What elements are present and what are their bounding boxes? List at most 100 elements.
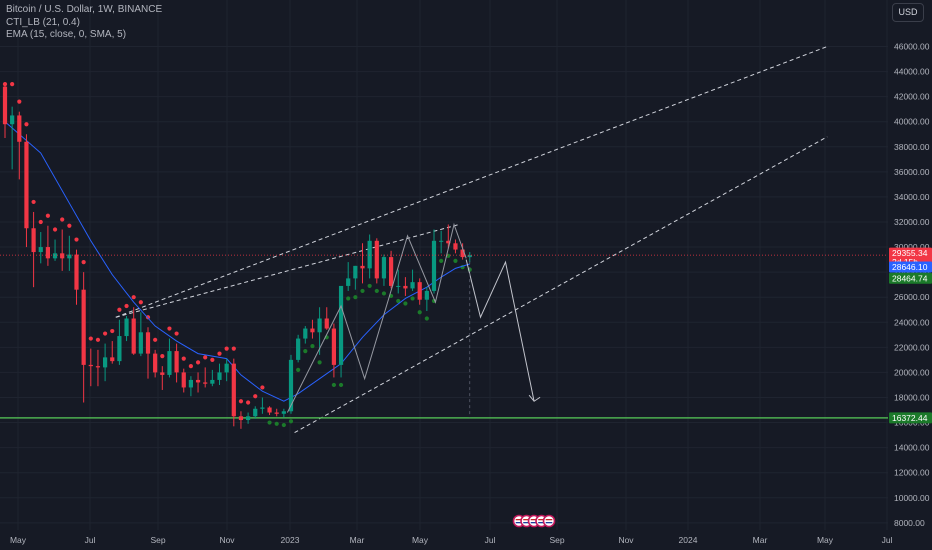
x-tick-label: Nov (219, 535, 235, 545)
dashed-trendline[interactable] (115, 46, 828, 318)
axis-price-label-text: 28464.74 (892, 273, 928, 283)
cti-dot (110, 328, 115, 334)
projection-arrowhead (528, 394, 541, 402)
y-tick-label: 42000.00 (894, 92, 930, 102)
y-tick-label: 46000.00 (894, 42, 930, 52)
y-tick-label: 26000.00 (894, 292, 930, 302)
currency-button[interactable]: USD (892, 3, 924, 22)
candle-body (253, 408, 258, 417)
event-flag-stripe (515, 522, 523, 524)
x-tick-label: Jul (85, 535, 96, 545)
y-tick-label: 12000.00 (894, 468, 930, 478)
candle-body (224, 363, 229, 373)
event-markers[interactable] (512, 514, 556, 528)
cti-dot (353, 295, 358, 300)
cti-dot (131, 295, 136, 300)
time-axis[interactable]: May Jul Sep Nov 2023 Mar May Jul Sep Nov 2024 Mar Ma… (10, 535, 893, 545)
y-tick-label: 24000.00 (894, 317, 930, 327)
projection-line[interactable] (465, 259, 535, 402)
cti-dot (217, 351, 222, 356)
cti-dot (67, 223, 72, 228)
axis-price-label-bg (889, 261, 932, 273)
x-tick-label: Jul (485, 535, 496, 545)
axis-price-label-text: 28646.10 (892, 262, 928, 272)
symbol-title[interactable]: Bitcoin / U.S. Dollar, 1W, BINANCE (6, 4, 163, 15)
event-flag-stripe (523, 519, 530, 521)
indicator-cti[interactable]: CTI_LB (21, 0.4) (6, 16, 80, 28)
trendlines[interactable] (115, 46, 828, 434)
cti-dot (374, 288, 379, 294)
cti-dot (317, 360, 322, 365)
cti-dot (160, 354, 165, 359)
x-tick-label: Sep (549, 535, 564, 545)
cti-dot (346, 296, 351, 301)
dashed-trendline[interactable] (294, 136, 828, 434)
candle-body (424, 290, 429, 300)
candle-body (210, 379, 215, 384)
y-tick-label: 14000.00 (894, 443, 930, 453)
projection-path[interactable] (286, 222, 541, 413)
candle-body (88, 364, 93, 367)
candle-body (195, 379, 201, 383)
event-flag-stripe (523, 522, 530, 524)
candle-body (460, 249, 465, 258)
event-flag-stripe (538, 519, 545, 521)
candle-body (260, 407, 265, 409)
dashed-trendline[interactable] (115, 224, 460, 318)
x-tick-label: Sep (150, 535, 165, 545)
y-tick-label: 10000.00 (894, 493, 930, 503)
cti-dot (288, 419, 294, 424)
candle-body (74, 254, 79, 290)
candle-body (24, 141, 29, 229)
candle-body (317, 318, 322, 333)
candle-body (403, 285, 408, 289)
candle-body (181, 372, 186, 388)
candle-body (374, 240, 379, 279)
cti-dot (74, 237, 79, 242)
cti-dot (267, 420, 272, 425)
candle-body (67, 254, 72, 259)
economic-event-icon[interactable] (542, 514, 556, 528)
candle-body (353, 265, 358, 279)
cti-dot (210, 357, 215, 362)
cti-dot (381, 291, 387, 296)
candle-body (381, 257, 387, 279)
cti-dot (24, 122, 29, 127)
cti-dot (260, 385, 265, 390)
cti-dot (167, 326, 172, 331)
cti-dot (396, 298, 401, 304)
cti-dot (88, 336, 93, 341)
grid-lines (0, 0, 888, 530)
axis-price-label: 28464.74 (889, 272, 932, 284)
candle-body (396, 285, 401, 287)
candle-body (310, 328, 315, 333)
event-flag-stripe (515, 519, 523, 521)
cti-dot (10, 82, 15, 87)
cti-dot (117, 307, 122, 312)
y-tick-label: 22000.00 (894, 342, 930, 352)
candle-body (203, 382, 208, 384)
cti-dot (203, 355, 208, 360)
x-tick-label: Jul (882, 535, 893, 545)
cti-dot (281, 422, 286, 428)
y-tick-label: 30000.00 (894, 242, 930, 252)
cti-dot (138, 300, 143, 305)
candle-body (10, 115, 15, 125)
cti-dot (103, 331, 108, 336)
axis-price-label: 16372.44 (889, 412, 932, 424)
candle-body (331, 328, 336, 365)
cti-dot (246, 400, 251, 405)
candle-body (45, 247, 50, 259)
cti-dot (296, 367, 301, 373)
axis-price-label-text: 16372.44 (892, 413, 928, 423)
candle-body (303, 328, 308, 339)
candle-body (338, 285, 344, 365)
indicator-ema[interactable]: EMA (15, close, 0, SMA, 5) (6, 29, 127, 40)
pattern-zigzag[interactable] (286, 222, 467, 413)
cti-dot (238, 399, 244, 404)
cti-dot (367, 283, 372, 289)
cti-dot (274, 421, 279, 426)
